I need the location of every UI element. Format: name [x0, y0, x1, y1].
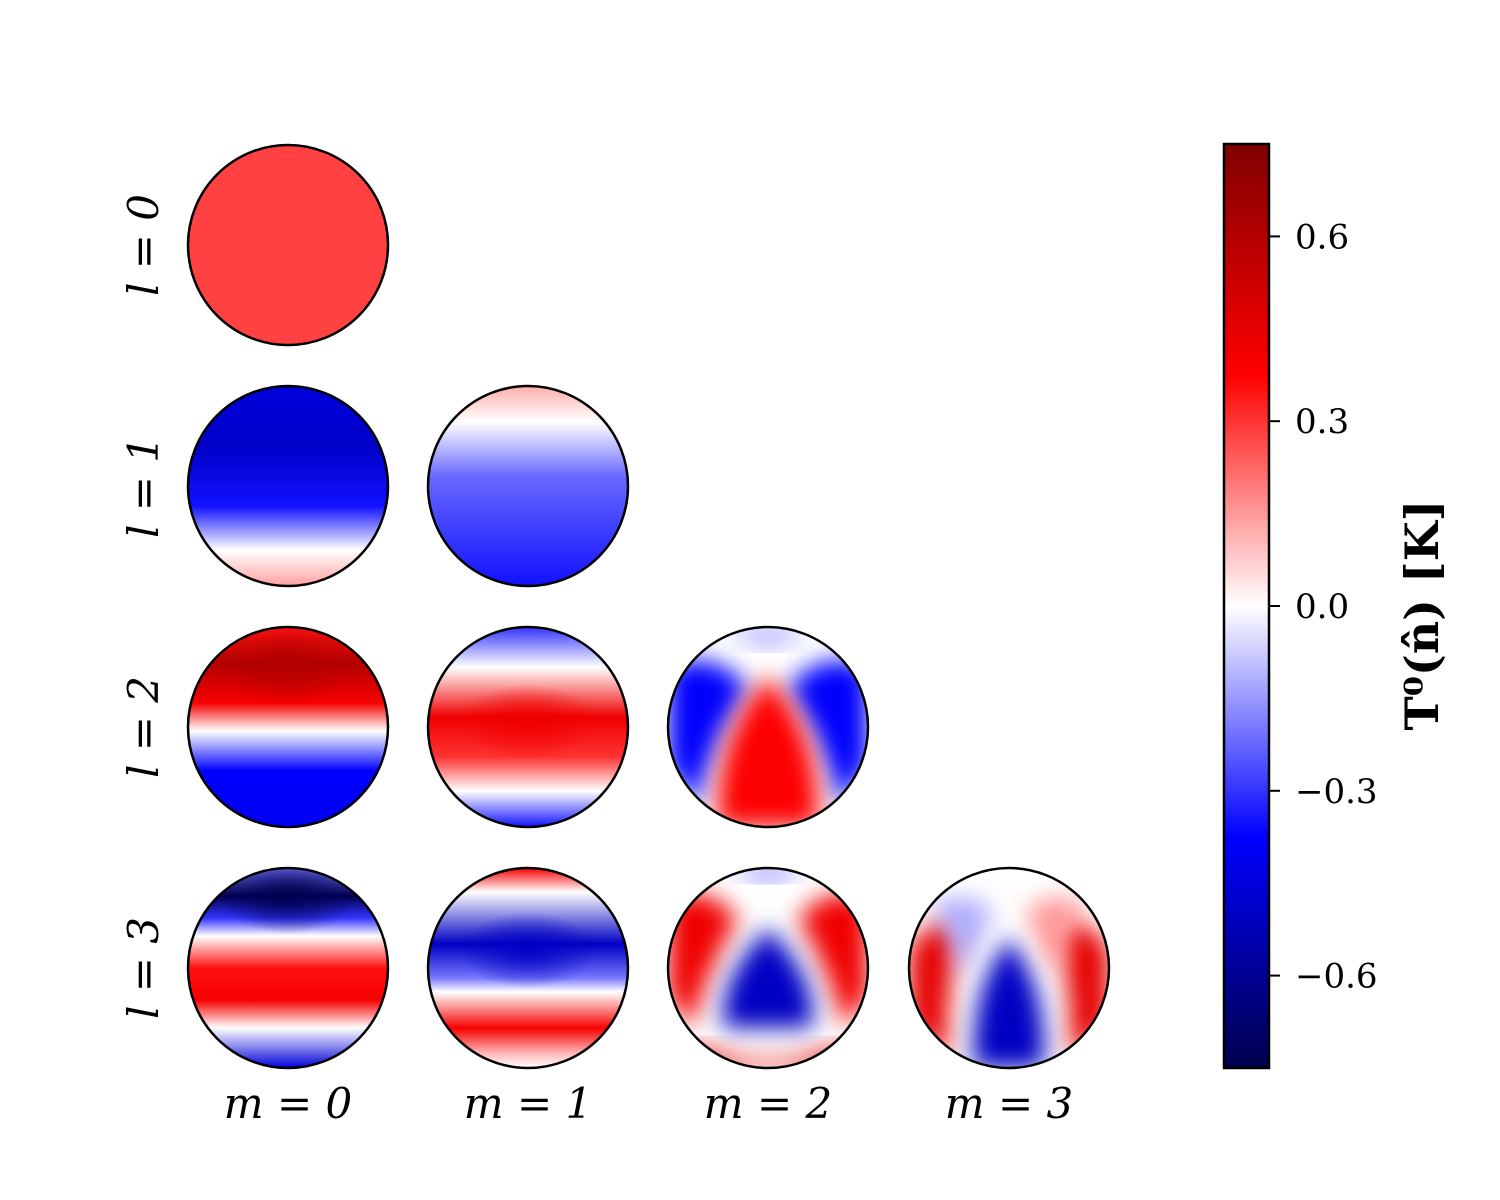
colorbar-tick-label: −0.6 — [1295, 957, 1378, 997]
sphere-lobe — [668, 660, 748, 807]
sphere-map-l1-m1 — [428, 386, 628, 586]
row-label-l2: l = 2 — [119, 676, 168, 778]
sphere-panel-l0-m0 — [186, 143, 390, 347]
sphere-panel-l3-m0 — [186, 866, 390, 1070]
row-label-l3: l = 3 — [119, 917, 168, 1019]
colorbar-label: T⁰(n̂) [K] — [1395, 500, 1449, 731]
sphere-lobe — [728, 627, 808, 647]
sphere-map-l2-m0 — [188, 627, 388, 827]
sphere-outline — [666, 866, 870, 1070]
sphere-outline — [186, 866, 390, 1070]
sphere-lobe — [733, 868, 803, 881]
sphere-outline — [186, 625, 390, 829]
colorbar-tick-label: −0.3 — [1295, 772, 1378, 812]
sphere-map-l2-m2 — [668, 627, 868, 827]
sphere-map-l1-m0 — [188, 386, 388, 586]
col-label-m1: m = 1 — [464, 1079, 592, 1128]
col-label-m2: m = 2 — [704, 1079, 832, 1128]
sphere-map-l3-m1 — [428, 868, 628, 1068]
row-label-l1: l = 1 — [119, 436, 168, 538]
sphere-lobe — [1024, 897, 1084, 978]
sphere-fill — [428, 386, 628, 586]
colorbar-tick-label: 0.3 — [1295, 402, 1349, 442]
colorbar: −0.6 −0.3 0.0 0.3 0.6 T⁰(n̂) [K] — [1222, 142, 1449, 1070]
sphere-lobe — [788, 660, 868, 807]
sphere-outline — [666, 625, 870, 829]
sphere-lobe — [717, 677, 819, 827]
sphere-lobe — [218, 868, 358, 934]
sphere-lobe — [458, 912, 598, 988]
row-label-l0: l = 0 — [119, 194, 168, 296]
sphere-outline — [426, 384, 630, 588]
col-label-m3: m = 3 — [945, 1079, 1073, 1128]
sphere-lobe — [798, 893, 868, 1028]
sphere-panel-l1-m0 — [186, 384, 390, 588]
sphere-outline — [426, 625, 630, 829]
sphere-lobe — [668, 893, 738, 1028]
sphere-lobe — [722, 928, 814, 1028]
sphere-fill — [188, 145, 388, 345]
colorbar-tick-label: 0.6 — [1295, 217, 1349, 257]
colorbar-gradient — [1222, 142, 1271, 1070]
sphere-outline — [186, 384, 390, 588]
sphere-outline — [186, 143, 390, 347]
sphere-outline — [907, 866, 1111, 1070]
sphere-map-l3-m2 — [668, 868, 868, 1068]
row-labels: l = 0 l = 1 l = 2 l = 3 — [119, 194, 168, 1019]
sphere-panel-l1-m1 — [426, 384, 630, 588]
sphere-map-l2-m1 — [428, 627, 628, 827]
sphere-map-l3-m0 — [188, 868, 388, 1068]
sphere-panel-l2-m1 — [426, 625, 630, 829]
sphere-panel-l3-m1 — [426, 866, 630, 1070]
sphere-lobe — [973, 938, 1045, 1068]
sphere-panel-l3-m2 — [666, 866, 870, 1070]
colorbar-tick-label: 0.0 — [1295, 587, 1349, 627]
sphere-outline — [426, 866, 630, 1070]
sphere-lobe — [458, 684, 598, 760]
sphere-fill — [188, 386, 388, 586]
sphere-panel-l3-m3 — [907, 866, 1111, 1070]
colorbar-ticks: −0.6 −0.3 0.0 0.3 0.6 — [1269, 217, 1378, 997]
sphere-lobe — [218, 627, 358, 703]
sphere-map-l0-m0 — [188, 145, 388, 345]
sphere-lobe — [934, 897, 994, 978]
col-label-m0: m = 0 — [224, 1079, 352, 1128]
sphere-panel-l2-m2 — [666, 625, 870, 829]
panel-grid — [186, 143, 1111, 1070]
sphere-panel-l2-m0 — [186, 625, 390, 829]
col-labels: m = 0 m = 1 m = 2 m = 3 — [224, 1079, 1073, 1128]
